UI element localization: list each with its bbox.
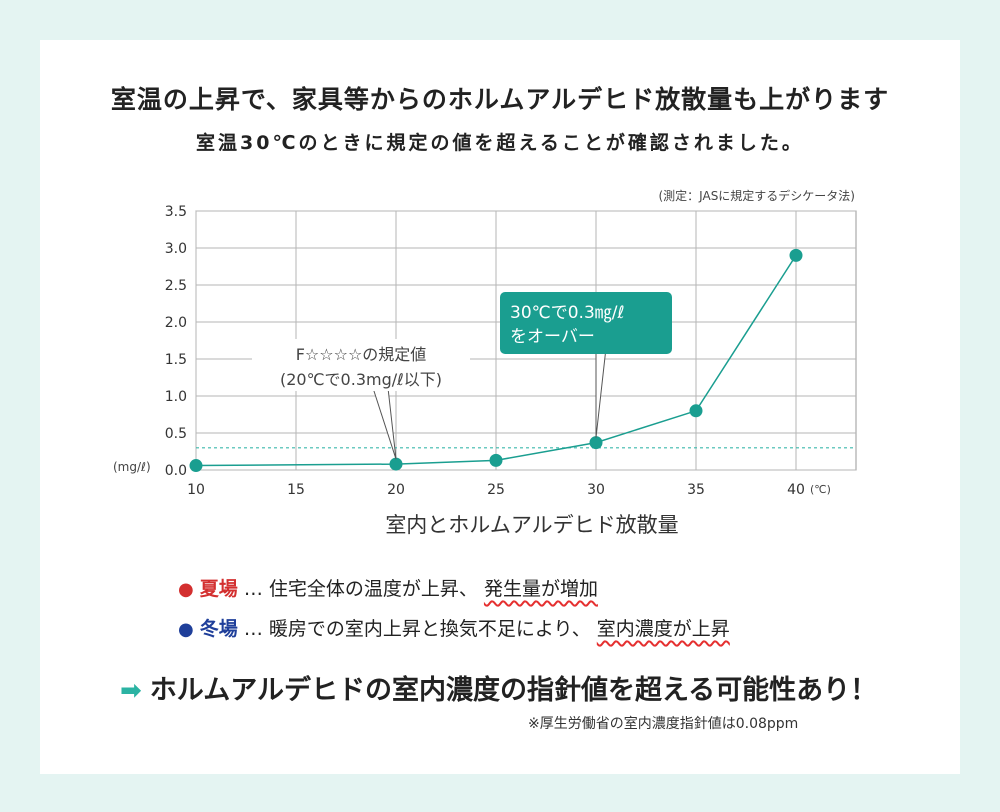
y-axis-unit: (mg/ℓ) bbox=[113, 460, 151, 474]
measurement-note: (測定：JASに規定するデシケータ法) bbox=[658, 188, 855, 203]
note-season: 夏場 bbox=[199, 578, 238, 600]
data-point bbox=[589, 436, 603, 450]
y-tick-label: 1.0 bbox=[165, 389, 187, 405]
y-tick-label: 0.0 bbox=[165, 463, 187, 479]
page-subtitle: 室温30℃のときに規定の値を超えることが確認されました。 bbox=[196, 132, 804, 154]
callout-text: をオーバー bbox=[510, 327, 595, 347]
data-point bbox=[489, 453, 503, 467]
note-text: 暖房での室内上昇と換気不足により、 bbox=[268, 618, 591, 640]
x-tick-label: 10 bbox=[187, 482, 205, 498]
chart-title: 室内とホルムアルデヒド放散量 bbox=[385, 513, 678, 537]
callout-text: 30℃で0.3㎎/ℓ bbox=[510, 303, 625, 323]
y-tick-label: 3.0 bbox=[165, 241, 187, 257]
callout-pointer bbox=[595, 347, 607, 438]
emission-chart: F☆☆☆☆の規定値(20℃で0.3mg/ℓ以下)30℃で0.3㎎/ℓをオーバー … bbox=[113, 188, 857, 537]
right-arrow-icon: ➡ bbox=[120, 676, 142, 706]
x-tick-label: 20 bbox=[387, 482, 405, 498]
callout-pointer bbox=[372, 387, 397, 460]
note-highlight: 室内濃度が上昇 bbox=[596, 618, 730, 640]
note-highlight: 発生量が増加 bbox=[483, 578, 598, 600]
y-tick-label: 2.0 bbox=[165, 315, 187, 331]
note-separator: … bbox=[243, 618, 269, 640]
chart-series bbox=[189, 248, 803, 473]
note-summer: ● 夏場 … 住宅全体の温度が上昇、 発生量が増加 bbox=[178, 576, 598, 602]
y-tick-label: 2.5 bbox=[165, 278, 187, 294]
data-point bbox=[389, 457, 403, 471]
callout-text: F☆☆☆☆の規定値 bbox=[296, 345, 427, 364]
footnote: ※厚生労働省の室内濃度指針値は0.08ppm bbox=[528, 716, 799, 732]
x-tick-label: 35 bbox=[687, 482, 705, 498]
conclusion: ➡ ホルムアルデヒドの室内濃度の指針値を超える可能性あり！ bbox=[120, 668, 877, 707]
note-text: 住宅全体の温度が上昇、 bbox=[268, 578, 478, 600]
data-point bbox=[689, 404, 703, 418]
y-tick-label: 0.5 bbox=[165, 426, 187, 442]
y-tick-label: 3.5 bbox=[165, 204, 187, 220]
x-tick-label: 15 bbox=[287, 482, 305, 498]
chart-annotations: F☆☆☆☆の規定値 (20℃で0.3mg/ℓ以下) 30℃で0.3㎎/ℓ をオーバー bbox=[252, 292, 672, 460]
x-tick-label: 40 bbox=[787, 482, 805, 498]
content-card bbox=[40, 40, 960, 774]
blue-dot-icon: ● bbox=[178, 619, 194, 640]
callout-box bbox=[500, 292, 672, 354]
note-winter: ● 冬場 … 暖房での室内上昇と換気不足により、 室内濃度が上昇 bbox=[178, 616, 730, 642]
data-point bbox=[789, 248, 803, 262]
page-title: 室温の上昇で、家具等からのホルムアルデヒド放散量も上がります bbox=[110, 85, 890, 114]
data-point bbox=[189, 459, 203, 473]
note-separator: … bbox=[243, 578, 269, 600]
y-tick-label: 1.5 bbox=[165, 352, 187, 368]
red-dot-icon: ● bbox=[178, 579, 194, 600]
series-line bbox=[195, 254, 797, 467]
conclusion-text: ホルムアルデヒドの室内濃度の指針値を超える可能性あり！ bbox=[149, 675, 878, 706]
chart-ticks: 0.0 0.5 1.0 1.5 2.0 2.5 3.0 3.5 10 15 20 25 30 35 40 (℃… bbox=[165, 204, 831, 498]
callout-background bbox=[252, 339, 470, 391]
x-tick-label: 30 bbox=[587, 482, 605, 498]
x-tick-label: 25 bbox=[487, 482, 505, 498]
callout-text: (20℃で0.3mg/ℓ以下) bbox=[280, 370, 442, 389]
x-axis-unit: (℃) bbox=[810, 483, 831, 496]
note-season: 冬場 bbox=[199, 618, 238, 640]
